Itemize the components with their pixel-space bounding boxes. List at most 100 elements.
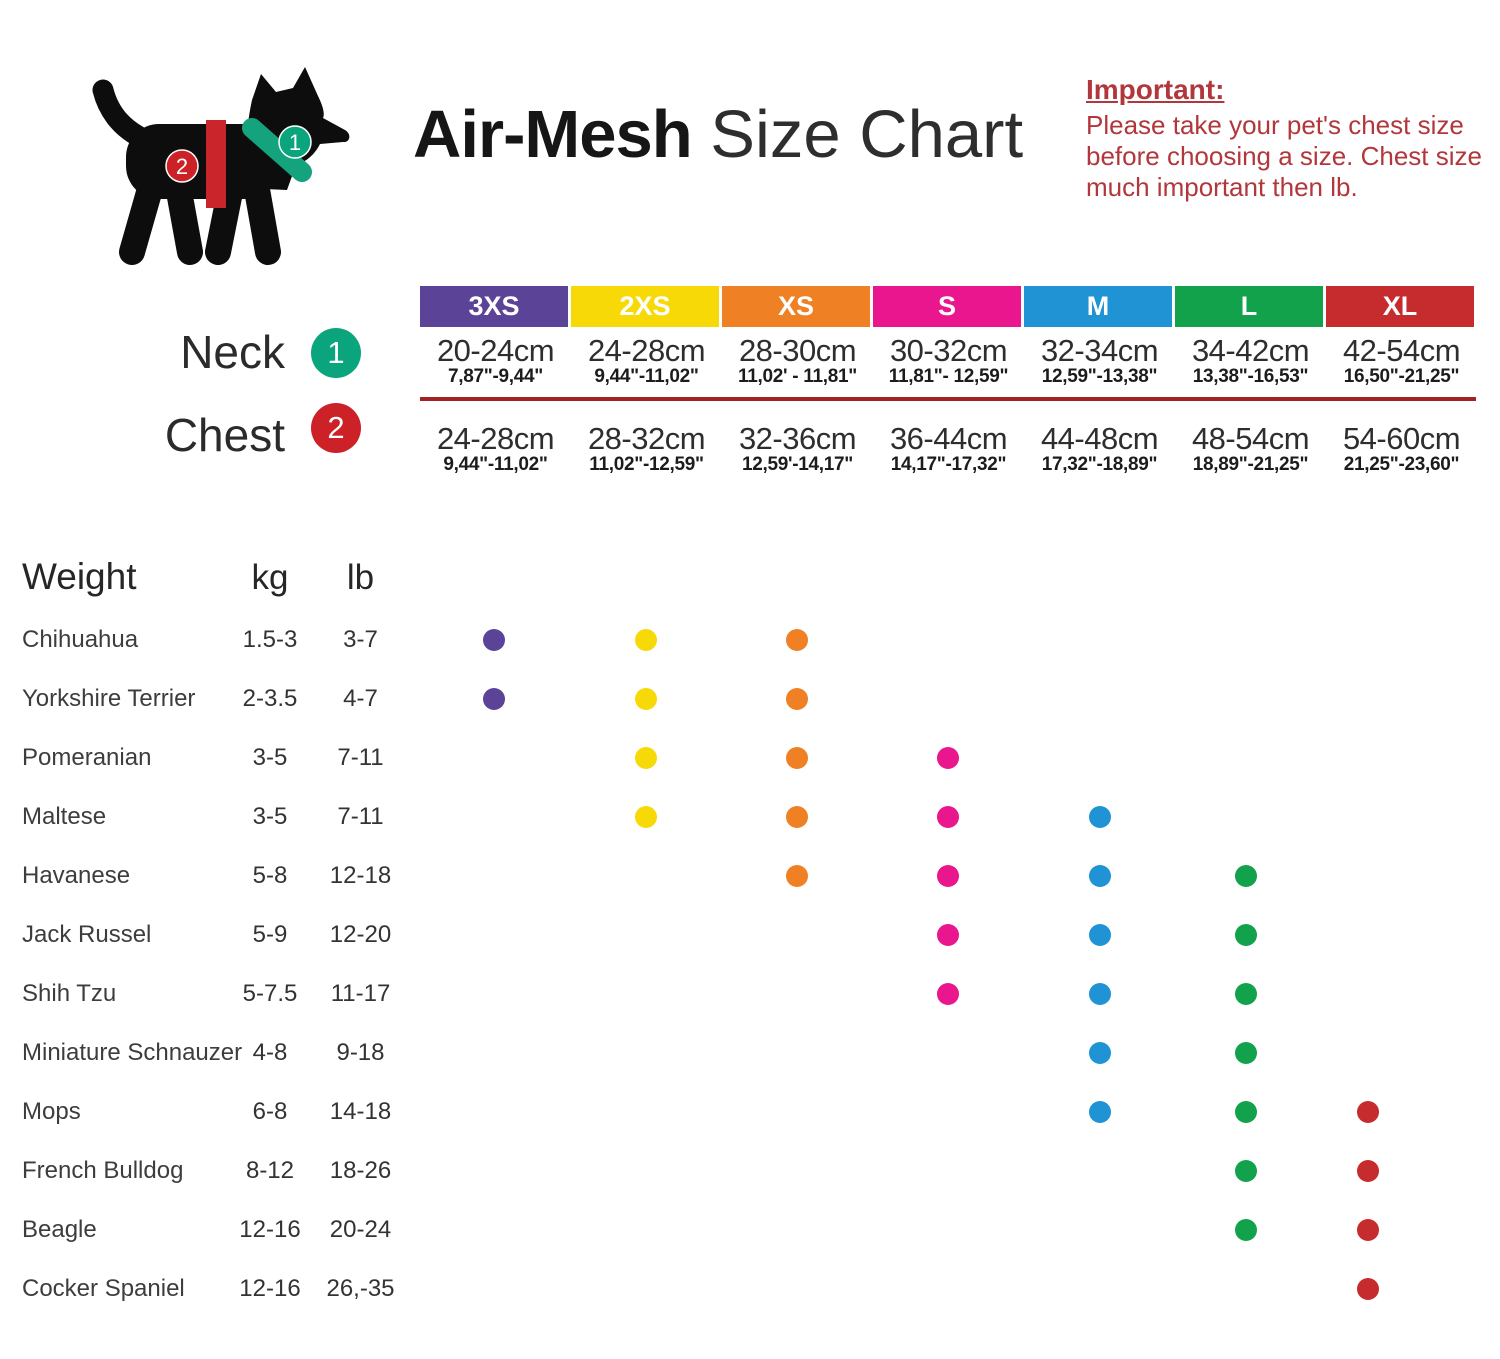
neck-in-XS: 11,02' - 11,81" <box>738 366 857 387</box>
breed-name: Havanese <box>22 862 131 889</box>
lb-value: 12-20 <box>329 921 392 948</box>
neck-in-XL: 16,50"-21,25" <box>1343 366 1460 387</box>
breed-name: Jack Russel <box>22 921 152 948</box>
size-dot-XS <box>786 629 808 651</box>
neck-in-2XS: 9,44"-11,02" <box>594 366 699 387</box>
neck-cm-L: 34-42cm <box>1191 333 1310 368</box>
neck-cm-3XS: 20-24cm <box>436 333 555 368</box>
neck-cm-XS: 28-30cm <box>738 333 857 368</box>
kg-value: 8-12 <box>245 1157 295 1184</box>
lb-header: lb <box>346 558 375 597</box>
size-dot-S <box>937 806 959 828</box>
breed-name: Shih Tzu <box>22 980 117 1007</box>
size-dot-S <box>937 865 959 887</box>
size-dot-L <box>1235 924 1257 946</box>
weight-row: Pomeranian 3-5 7-11 <box>0 743 1500 773</box>
lb-value: 7-11 <box>337 744 384 771</box>
weight-row: Shih Tzu 5-7.5 11-17 <box>0 979 1500 1009</box>
lb-value: 14-18 <box>329 1098 392 1125</box>
neck-chest-divider <box>420 397 1476 401</box>
size-dot-3XS <box>483 629 505 651</box>
weight-row: Mops 6-8 14-18 <box>0 1097 1500 1127</box>
chest-in-XS: 12,59'-14,17" <box>741 454 854 475</box>
size-dot-L <box>1235 1042 1257 1064</box>
kg-value: 6-8 <box>252 1098 288 1125</box>
weight-row: Cocker Spaniel 12-16 26,-35 <box>0 1274 1500 1304</box>
kg-value: 3-5 <box>252 803 288 830</box>
weight-header: Weight <box>22 556 137 597</box>
kg-value: 5-8 <box>252 862 288 889</box>
chest-cm-S: 36-44cm <box>889 421 1008 456</box>
neck-label: Neck <box>180 326 285 378</box>
size-dot-2XS <box>635 747 657 769</box>
chest-marker-dot <box>165 149 199 183</box>
kg-value: 5-9 <box>252 921 288 948</box>
chest-cm-M: 44-48cm <box>1040 421 1159 456</box>
neck-legend-number: 1 <box>327 335 345 370</box>
kg-header: kg <box>251 558 289 597</box>
neck-band <box>242 118 312 182</box>
neck-marker-dot <box>278 125 312 159</box>
size-dot-XL <box>1357 1160 1379 1182</box>
breed-name: Miniature Schnauzer <box>22 1039 243 1066</box>
weight-row: Miniature Schnauzer 4-8 9-18 <box>0 1038 1500 1068</box>
size-dot-M <box>1089 924 1111 946</box>
size-dot-XL <box>1357 1278 1379 1300</box>
dog-silhouette: 1 2 <box>92 67 350 265</box>
kg-value: 4-8 <box>252 1039 288 1066</box>
size-dot-S <box>937 983 959 1005</box>
size-dot-M <box>1089 865 1111 887</box>
dog-body <box>126 124 276 199</box>
breed-name: Maltese <box>22 803 107 830</box>
kg-value: 12-16 <box>239 1216 301 1243</box>
size-dot-L <box>1235 1160 1257 1182</box>
chest-legend-marker: 2 <box>311 403 361 453</box>
title-product-name: Air-Mesh <box>413 97 693 172</box>
size-header-2XS: 2XS <box>571 286 719 327</box>
size-dot-L <box>1235 1219 1257 1241</box>
kg-value: 3-5 <box>252 744 288 771</box>
size-header-3XS: 3XS <box>420 286 568 327</box>
page-title: Air-Mesh Size Chart <box>413 96 1023 173</box>
kg-value: 2-3.5 <box>242 685 298 712</box>
size-dot-2XS <box>635 688 657 710</box>
size-dot-XS <box>786 688 808 710</box>
title-suffix: Size Chart <box>691 97 1024 172</box>
size-dot-M <box>1089 1101 1111 1123</box>
size-header-XL: XL <box>1326 286 1474 327</box>
size-dot-L <box>1235 865 1257 887</box>
size-header-S: S <box>873 286 1021 327</box>
neck-cm-2XS: 24-28cm <box>587 333 706 368</box>
size-header-M: M <box>1024 286 1172 327</box>
breed-name: Mops <box>22 1098 81 1125</box>
neck-cm-XL: 42-54cm <box>1342 333 1461 368</box>
neck-cm-M: 32-34cm <box>1040 333 1159 368</box>
lb-value: 3-7 <box>343 626 378 653</box>
lb-value: 11-17 <box>330 980 391 1007</box>
weight-row: Jack Russel 5-9 12-20 <box>0 920 1500 950</box>
breed-name: Beagle <box>22 1216 97 1243</box>
chest-cm-L: 48-54cm <box>1191 421 1310 456</box>
size-header-L: L <box>1175 286 1323 327</box>
kg-value: 1.5-3 <box>242 626 298 653</box>
kg-value: 12-16 <box>239 1275 301 1302</box>
breed-name: French Bulldog <box>22 1157 184 1184</box>
neck-in-L: 13,38"-16,53" <box>1192 366 1309 387</box>
neck-in-S: 11,81"- 12,59" <box>888 366 1009 387</box>
size-dot-XL <box>1357 1219 1379 1241</box>
lb-value: 4-7 <box>343 685 378 712</box>
chest-cm-XS: 32-36cm <box>738 421 857 456</box>
weight-row: Chihuahua 1.5-3 3-7 <box>0 625 1500 655</box>
neck-cm-S: 30-32cm <box>889 333 1008 368</box>
size-header-XS: XS <box>722 286 870 327</box>
weight-row: Yorkshire Terrier 2-3.5 4-7 <box>0 684 1500 714</box>
size-dot-S <box>937 747 959 769</box>
weight-row: Maltese 3-5 7-11 <box>0 802 1500 832</box>
chest-in-XL: 21,25"-23,60" <box>1343 454 1460 475</box>
weight-row: Havanese 5-8 12-18 <box>0 861 1500 891</box>
neck-in-3XS: 7,87"-9,44" <box>447 366 543 387</box>
lb-value: 12-18 <box>329 862 392 889</box>
chest-in-L: 18,89"-21,25" <box>1192 454 1309 475</box>
size-dot-2XS <box>635 806 657 828</box>
size-dot-XS <box>786 747 808 769</box>
